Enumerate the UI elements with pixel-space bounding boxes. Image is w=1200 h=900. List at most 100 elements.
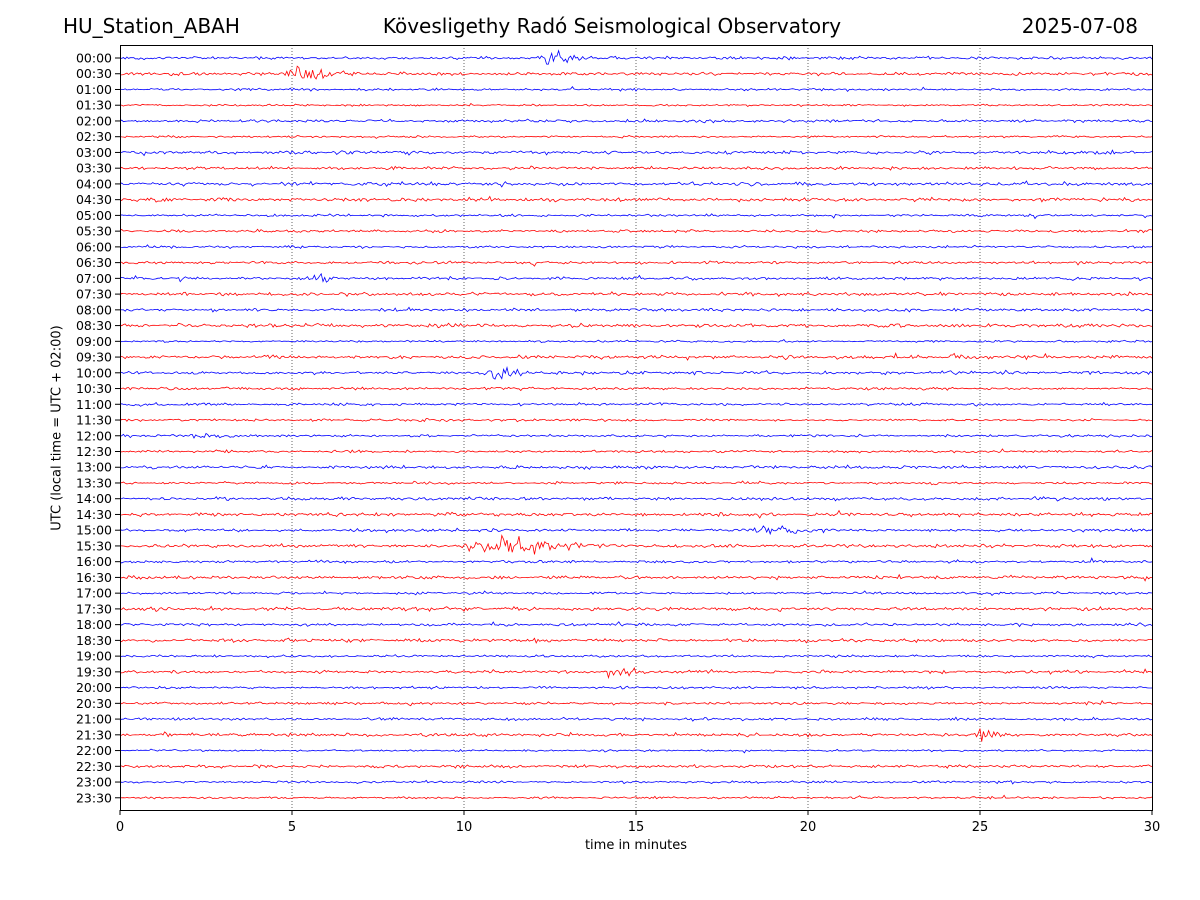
- trace-1800: [119, 621, 1153, 628]
- y-tick-label: 13:30: [76, 475, 112, 490]
- y-tick-label: 09:00: [76, 334, 112, 349]
- y-tick-label: 14:00: [76, 491, 112, 506]
- grid-lines: [291, 45, 981, 810]
- trace-1500: [119, 525, 1153, 536]
- y-tick-label: 19:00: [76, 649, 112, 664]
- trace-0700: [119, 272, 1153, 283]
- trace-1530: [119, 534, 1153, 555]
- y-tick-label: 04:00: [76, 176, 112, 191]
- y-tick-label: 00:30: [76, 66, 112, 81]
- trace-0400: [119, 180, 1153, 188]
- trace-0230: [119, 135, 1153, 139]
- trace-0830: [119, 322, 1153, 329]
- y-tick-label: 08:00: [76, 302, 112, 317]
- trace-1830: [119, 637, 1153, 644]
- trace-0530: [119, 228, 1153, 234]
- trace-0600: [119, 244, 1153, 250]
- trace-1930: [119, 667, 1153, 680]
- y-tick-label: 07:00: [76, 271, 112, 286]
- trace-1330: [119, 480, 1153, 486]
- trace-0330: [119, 165, 1153, 171]
- y-tick-label: 09:30: [76, 350, 112, 365]
- y-tick-label: 00:00: [76, 51, 112, 66]
- y-axis-label: UTC (local time = UTC + 02:00): [49, 325, 65, 531]
- trace-0200: [119, 118, 1153, 124]
- seismic-traces: [119, 49, 1153, 800]
- y-tick-label: 10:00: [76, 365, 112, 380]
- y-tick-label: 02:00: [76, 113, 112, 128]
- trace-1400: [119, 495, 1153, 502]
- x-tick-label: 20: [800, 820, 817, 835]
- trace-0500: [119, 213, 1153, 220]
- y-tick-label: 06:30: [76, 255, 112, 270]
- y-tick-label: 05:00: [76, 208, 112, 223]
- trace-2200: [120, 748, 1153, 754]
- y-tick-label: 17:00: [76, 586, 112, 601]
- trace-2330: [119, 794, 1153, 800]
- y-tick-label: 04:30: [76, 192, 112, 207]
- trace-2130: [119, 728, 1153, 742]
- x-tick-label: 15: [628, 820, 645, 835]
- x-tick-label: 0: [116, 820, 124, 835]
- y-tick-label: 15:30: [76, 538, 112, 553]
- trace-0100: [119, 86, 1153, 93]
- trace-1600: [119, 557, 1153, 564]
- y-tick-label: 20:30: [76, 696, 112, 711]
- y-tick-label: 22:00: [76, 743, 112, 758]
- x-tick-label: 5: [288, 820, 296, 835]
- trace-2230: [119, 763, 1153, 769]
- trace-2030: [119, 699, 1153, 707]
- trace-0630: [119, 260, 1153, 267]
- y-tick-label: 01:00: [76, 82, 112, 97]
- y-tick-label: 03:30: [76, 161, 112, 176]
- y-tick-label: 11:00: [76, 397, 112, 412]
- trace-1000: [119, 365, 1153, 380]
- trace-1030: [119, 386, 1153, 392]
- y-tick-label: 15:00: [76, 523, 112, 538]
- y-tick-label: 18:30: [76, 633, 112, 648]
- y-tick-label: 22:30: [76, 759, 112, 774]
- y-tick-label: 03:00: [76, 145, 112, 160]
- y-tick-label: 16:00: [76, 554, 112, 569]
- y-tick-label: 13:00: [76, 460, 112, 475]
- y-tick-label: 12:30: [76, 444, 112, 459]
- y-tick-label: 19:30: [76, 664, 112, 679]
- y-tick-label: 17:30: [76, 601, 112, 616]
- y-tick-label: 18:00: [76, 617, 112, 632]
- x-axis-ticks: 0 5 10 15 20 25 30: [116, 810, 1160, 835]
- y-tick-label: 14:30: [76, 507, 112, 522]
- chart-title: Kövesligethy Radó Seismological Observat…: [382, 14, 842, 38]
- trace-0430: [119, 195, 1153, 203]
- trace-0730: [119, 291, 1153, 297]
- trace-0800: [119, 306, 1153, 313]
- y-tick-label: 23:30: [76, 790, 112, 805]
- y-tick-label: 11:30: [76, 413, 112, 428]
- y-axis-ticks: 00:0000:3001:0001:3002:0002:3003:0003:30…: [76, 51, 120, 805]
- x-axis-label: time in minutes: [584, 838, 688, 853]
- trace-2000: [119, 685, 1152, 690]
- y-tick-label: 23:00: [76, 775, 112, 790]
- trace-0000: [119, 49, 1153, 65]
- y-tick-label: 16:30: [76, 570, 112, 585]
- trace-1130: [119, 418, 1153, 423]
- trace-1230: [119, 448, 1153, 454]
- trace-0300: [119, 149, 1153, 157]
- trace-1200: [119, 432, 1153, 439]
- x-tick-label: 10: [456, 820, 473, 835]
- trace-1430: [119, 509, 1153, 519]
- trace-0900: [119, 339, 1153, 343]
- trace-2300: [119, 779, 1153, 785]
- trace-1100: [119, 401, 1153, 407]
- x-tick-label: 30: [1144, 820, 1161, 835]
- trace-0030: [120, 65, 1153, 80]
- trace-1700: [119, 590, 1153, 596]
- chart-date: 2025-07-08: [1021, 14, 1138, 38]
- y-tick-label: 10:30: [76, 381, 112, 396]
- y-tick-label: 12:00: [76, 428, 112, 443]
- y-tick-label: 20:00: [76, 680, 112, 695]
- y-tick-label: 05:30: [76, 224, 112, 239]
- y-tick-label: 07:30: [76, 287, 112, 302]
- y-tick-label: 21:30: [76, 727, 112, 742]
- trace-1300: [119, 464, 1153, 470]
